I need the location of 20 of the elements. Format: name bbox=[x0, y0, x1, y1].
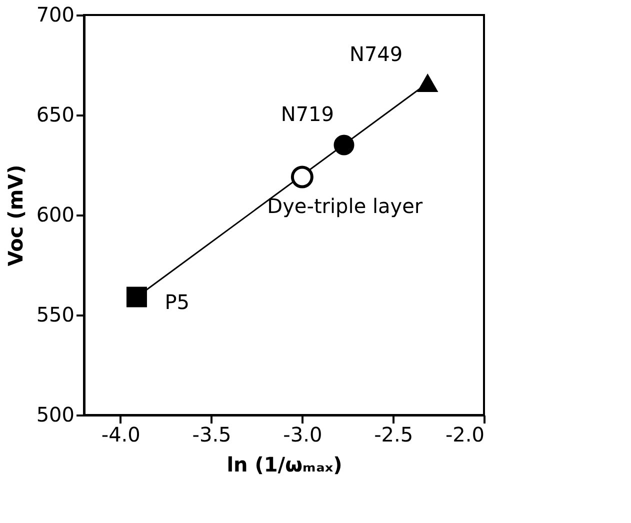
point bbox=[126, 286, 147, 308]
point bbox=[290, 166, 314, 188]
series-label: N749 bbox=[349, 42, 403, 66]
y-tick-label: 600 bbox=[36, 202, 74, 226]
y-tick-label: 550 bbox=[36, 302, 74, 326]
series-label: P5 bbox=[164, 290, 190, 314]
y-tick-label: 700 bbox=[36, 2, 74, 26]
series-label: N719 bbox=[280, 102, 334, 126]
x-tick-label: -2.0 bbox=[445, 422, 484, 446]
series-label: Dye-triple layer bbox=[267, 194, 424, 218]
y-tick-label: 650 bbox=[36, 102, 74, 126]
x-tick-label: -4.0 bbox=[101, 422, 140, 446]
y-tick-label: 500 bbox=[36, 402, 74, 426]
y-axis-title: Voc (mV) bbox=[3, 164, 28, 266]
x-axis-title: ln (1/ωₘₐₓ) bbox=[226, 452, 342, 476]
x-tick-label: -2.5 bbox=[374, 422, 414, 446]
point bbox=[417, 74, 438, 92]
point bbox=[334, 134, 354, 156]
x-tick-label: -3.5 bbox=[192, 422, 232, 446]
x-tick-label: -3.0 bbox=[283, 422, 322, 446]
